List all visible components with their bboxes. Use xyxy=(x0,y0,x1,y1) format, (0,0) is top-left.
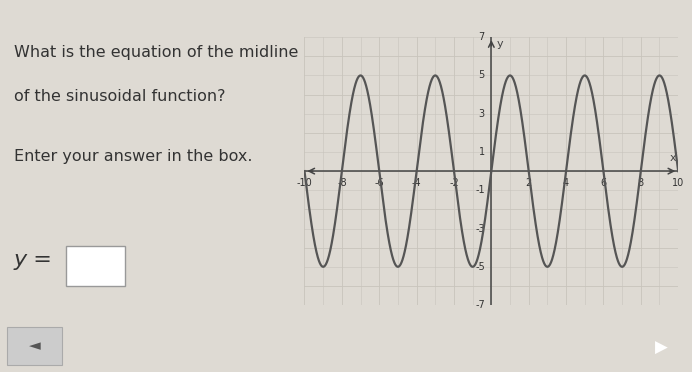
Text: Enter your answer in the box.: Enter your answer in the box. xyxy=(14,149,253,164)
Text: What is the equation of the midline: What is the equation of the midline xyxy=(14,45,298,60)
Text: -3: -3 xyxy=(475,224,485,234)
Text: 7: 7 xyxy=(479,32,485,42)
Text: ▶: ▶ xyxy=(655,339,667,357)
Text: 3: 3 xyxy=(479,109,485,119)
Text: -6: -6 xyxy=(374,178,384,188)
FancyBboxPatch shape xyxy=(66,246,125,286)
Text: 8: 8 xyxy=(638,178,644,188)
Text: 5: 5 xyxy=(479,70,485,80)
Text: 6: 6 xyxy=(601,178,606,188)
Text: -5: -5 xyxy=(475,262,485,272)
Text: -10: -10 xyxy=(297,178,312,188)
Text: 2: 2 xyxy=(525,178,532,188)
Text: 1: 1 xyxy=(479,147,485,157)
Text: -2: -2 xyxy=(449,178,459,188)
Text: x: x xyxy=(670,154,676,163)
Text: -8: -8 xyxy=(337,178,347,188)
Text: y: y xyxy=(497,39,504,49)
Text: 10: 10 xyxy=(672,178,684,188)
Text: ◄: ◄ xyxy=(29,339,40,353)
Text: -4: -4 xyxy=(412,178,421,188)
Text: 4: 4 xyxy=(563,178,569,188)
Text: -7: -7 xyxy=(475,300,485,310)
Text: of the sinusoidal function?: of the sinusoidal function? xyxy=(14,89,226,104)
Text: -1: -1 xyxy=(475,185,485,195)
Text: y =: y = xyxy=(14,250,53,270)
FancyBboxPatch shape xyxy=(7,327,62,365)
